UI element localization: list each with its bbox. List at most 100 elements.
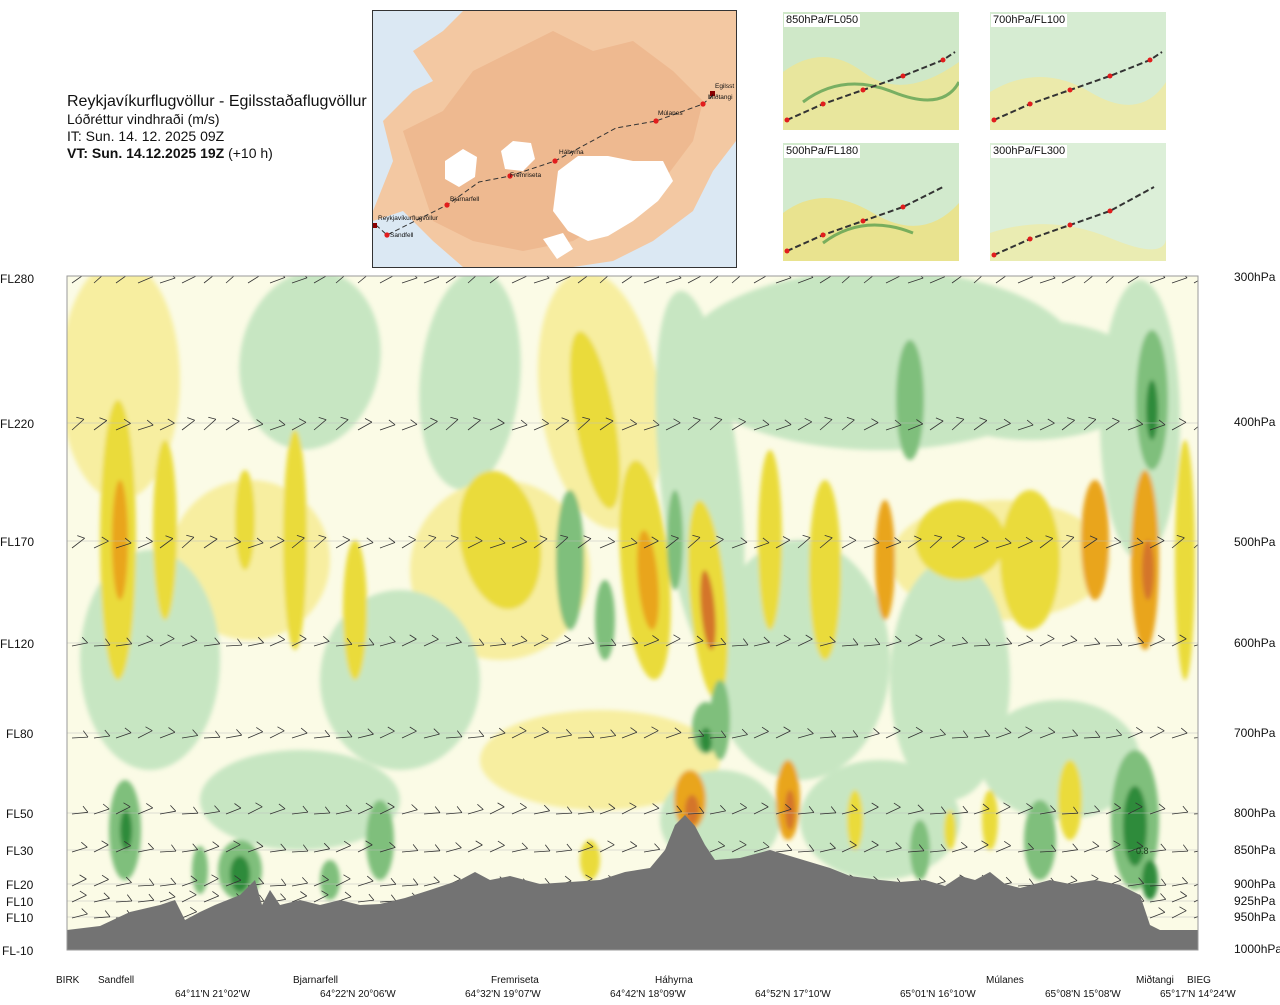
wind-barb xyxy=(313,635,330,647)
wind-barb xyxy=(115,840,131,853)
wind-barb xyxy=(1127,877,1145,887)
map-label-fremriseta: Fremriseta xyxy=(510,172,541,179)
wind-field-blob xyxy=(1000,490,1060,630)
wind-barb xyxy=(291,276,308,284)
wind-barb xyxy=(357,728,374,739)
thumbnail-700hpa[interactable]: 700hPa/FL100 xyxy=(990,12,1166,130)
wind-barb xyxy=(489,802,505,815)
wind-barb xyxy=(643,803,660,815)
wind-barb xyxy=(269,634,285,647)
wind-barb xyxy=(291,418,307,431)
wind-barb xyxy=(247,841,264,853)
wind-barb xyxy=(467,536,483,549)
wind-barb xyxy=(1061,417,1075,431)
wind-barb xyxy=(423,634,439,647)
wind-barb xyxy=(423,728,440,739)
wind-barb xyxy=(291,535,305,549)
wind-barb xyxy=(511,419,528,431)
wind-barb xyxy=(511,635,528,647)
wind-barb xyxy=(159,535,174,549)
wind-barb xyxy=(181,534,195,549)
wind-barb xyxy=(467,840,483,853)
wind-barb xyxy=(335,638,353,647)
wind-barb xyxy=(1171,276,1188,284)
wind-barb xyxy=(731,638,749,647)
wind-barb xyxy=(599,536,615,549)
wind-barb xyxy=(445,535,459,549)
chart-title-block: Reykjavíkurflugvöllur - Egilsstaðaflugvö… xyxy=(67,92,367,162)
pressure-label: 850hPa xyxy=(1234,843,1276,857)
waypoint-label: Sandfell xyxy=(98,975,135,986)
wind-barb xyxy=(577,637,595,647)
fl-label: FL120 xyxy=(0,637,35,651)
wind-barb xyxy=(1105,638,1123,647)
wind-barb xyxy=(621,637,639,647)
wind-barb xyxy=(687,806,705,815)
wind-barb xyxy=(753,726,769,739)
waypoint-label: Háhyrna xyxy=(655,975,693,986)
plot-frame xyxy=(66,275,1199,951)
wind-barb xyxy=(93,892,110,903)
wind-barb xyxy=(907,419,924,431)
wind-barb xyxy=(819,806,837,815)
wind-barb xyxy=(929,728,946,739)
wind-barb xyxy=(71,908,88,919)
wind-barb xyxy=(93,840,109,853)
wind-barb xyxy=(577,730,595,739)
thumbnail-500hpa[interactable]: 500hPa/FL180 xyxy=(783,143,959,261)
wind-barb xyxy=(93,874,109,887)
wind-barb xyxy=(1149,843,1167,853)
wind-barb xyxy=(951,805,969,815)
wind-barb xyxy=(247,419,264,431)
wind-barb xyxy=(533,634,549,647)
fl-label: FL220 xyxy=(0,417,35,431)
wind-barb xyxy=(797,276,814,284)
wind-barb xyxy=(269,843,287,853)
pressure-label: 700hPa xyxy=(1234,726,1276,740)
wind-barb xyxy=(929,634,945,647)
wind-field-blob xyxy=(595,580,615,660)
wind-field-blob xyxy=(667,490,683,590)
wind-barb xyxy=(423,806,441,815)
wind-barb xyxy=(1017,726,1033,739)
wind-barb xyxy=(137,536,153,549)
wind-barb xyxy=(1017,419,1034,431)
wind-barb xyxy=(863,638,881,647)
wind-barb xyxy=(819,636,836,647)
fl-label: FL170 xyxy=(0,535,35,549)
wind-barb xyxy=(137,419,154,431)
wind-barb xyxy=(71,276,83,284)
wind-barb xyxy=(159,727,176,739)
wind-barb xyxy=(863,537,880,549)
wind-barb xyxy=(665,418,681,431)
wind-barb xyxy=(423,534,437,549)
wind-field-blob xyxy=(637,530,659,630)
wind-barb xyxy=(511,726,527,739)
wind-barb xyxy=(775,419,792,431)
wind-barb xyxy=(313,417,327,431)
wind-barb xyxy=(115,418,131,431)
wind-barb xyxy=(665,276,682,284)
thumbnail-850hpa[interactable]: 850hPa/FL050 xyxy=(783,12,959,130)
wind-barb xyxy=(115,894,133,903)
wind-field-blob xyxy=(320,860,340,900)
wind-barb xyxy=(599,638,617,647)
fl-label: FL10 xyxy=(6,895,34,909)
wind-barb xyxy=(115,276,127,284)
wind-barb xyxy=(775,843,793,853)
wind-barb xyxy=(929,417,944,431)
wind-barb xyxy=(599,803,616,815)
wind-barb xyxy=(423,876,440,887)
wind-field-blob xyxy=(1081,480,1109,600)
wind-barb xyxy=(203,891,220,903)
wind-barb xyxy=(1171,727,1188,739)
coordinate-label: 65°17'N 14°24'W xyxy=(1160,989,1236,1000)
wind-barb xyxy=(489,840,505,853)
wind-barb xyxy=(225,875,242,887)
wind-barb xyxy=(885,726,901,739)
wind-field-blob xyxy=(980,700,1140,820)
wind-barb xyxy=(885,276,901,284)
thumbnail-300hpa[interactable]: 300hPa/FL300 xyxy=(990,143,1166,261)
wind-barb xyxy=(159,276,176,284)
wind-field-blob xyxy=(343,540,367,680)
